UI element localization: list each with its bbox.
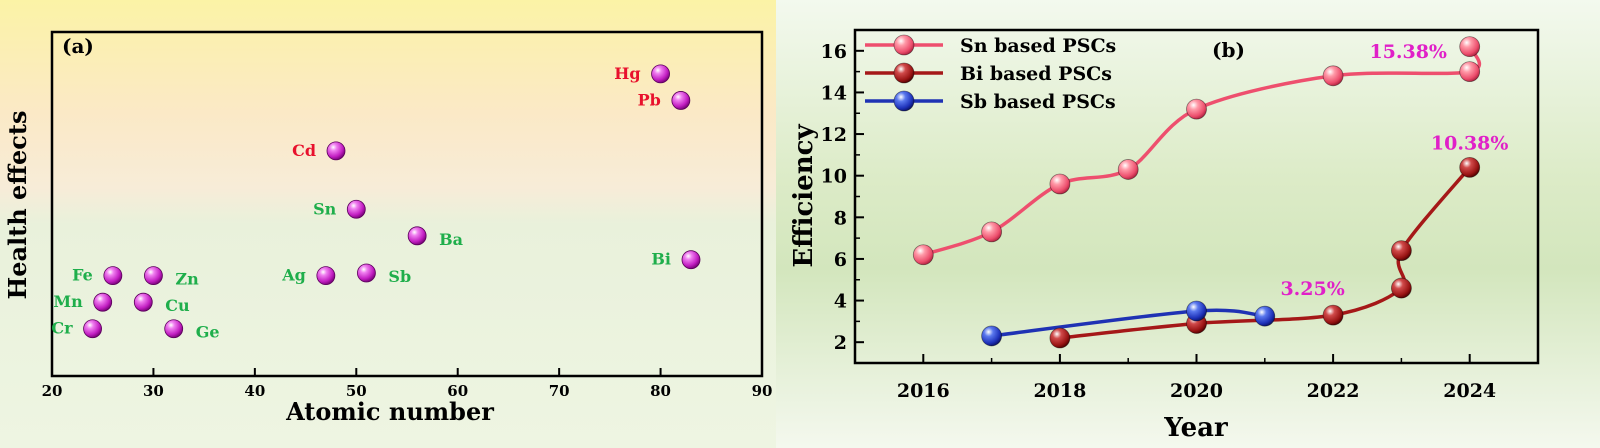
point-cd	[326, 141, 346, 161]
point-label-cd: Cd	[292, 141, 316, 160]
series-1-point	[1391, 277, 1412, 299]
series-line-1	[1059, 166, 1472, 340]
point-cr	[83, 319, 102, 339]
x-tick-label-a: 60	[447, 382, 468, 400]
series-line-0	[922, 45, 1482, 257]
x-tick-label-b: 2024	[1443, 380, 1496, 402]
y-axis-label-b: Efficiency	[789, 124, 819, 268]
y-tick-label-b: 14	[821, 82, 847, 104]
series-lines-b	[922, 45, 1482, 340]
point-label-fe: Fe	[72, 266, 93, 285]
series-2-point	[1186, 300, 1207, 322]
point-label-pb: Pb	[638, 90, 661, 109]
point-label-ba: Ba	[439, 230, 463, 249]
point-bi	[681, 250, 701, 270]
point-cu	[133, 292, 153, 312]
series-1-point	[1391, 240, 1412, 262]
y-tick-label-b: 8	[834, 207, 847, 229]
x-ticks-a: 20 30 40 50 60 70 80 90	[42, 368, 773, 400]
point-label-sb: Sb	[388, 267, 411, 286]
legend-marker-1	[893, 62, 915, 84]
series-1-point	[1459, 156, 1481, 178]
y-tick-label-b: 2	[834, 332, 847, 354]
series-markers-b	[912, 36, 1481, 349]
x-tick-label-a: 70	[549, 382, 570, 400]
point-label-ag: Ag	[281, 266, 306, 285]
point-label-bi: Bi	[651, 250, 671, 269]
points-a: Cr Mn Fe Cu Zn Ge Ag Sb Sn Ba Bi Cd Pb Hg	[51, 64, 701, 342]
point-label-sn: Sn	[313, 199, 337, 218]
x-axis-label-b: Year	[1163, 413, 1228, 443]
y-tick-label-b: 4	[834, 291, 847, 313]
series-0-point	[912, 244, 934, 266]
point-sb	[357, 263, 376, 283]
annotation-2: 3.25%	[1280, 278, 1344, 300]
plot-frame-a	[50, 30, 764, 378]
point-pb	[671, 91, 691, 110]
x-tick-label-a: 40	[244, 382, 265, 400]
legend-label-1: Bi based PSCs	[960, 63, 1112, 85]
series-2-point	[981, 325, 1002, 347]
x-tick-label-a: 20	[42, 382, 63, 400]
point-label-zn: Zn	[175, 270, 199, 289]
y-tick-label-b: 10	[821, 166, 847, 188]
point-label-cr: Cr	[51, 319, 73, 338]
series-0-point	[1459, 36, 1481, 58]
series-2-point	[1254, 305, 1276, 327]
x-tick-label-a: 50	[346, 382, 367, 400]
x-tick-label-b: 2018	[1033, 380, 1086, 402]
legend-marker-0	[893, 34, 915, 56]
point-mn	[93, 292, 113, 312]
point-label-mn: Mn	[53, 292, 83, 311]
y-axis-label-a: Health effects	[3, 111, 32, 300]
series-0-point	[1459, 61, 1481, 83]
y-tick-label-b: 6	[834, 249, 847, 271]
x-tick-label-a: 80	[650, 382, 671, 400]
series-0-point	[981, 221, 1002, 243]
x-axis-label-a: Atomic number	[285, 397, 494, 426]
series-1-point	[1049, 327, 1071, 349]
legend-b: Sn based PSCs Bi based PSCs Sb based PSCs	[865, 34, 1116, 113]
point-zn	[144, 266, 163, 286]
series-0-point	[1049, 173, 1071, 195]
point-label-ge: Ge	[196, 323, 220, 342]
panel-b: 2 4 6 8 10 12 14 16 2016 2018 2020 2022 2024 Sn base…	[776, 0, 1600, 448]
ticks-b: 2 4 6 8 10 12 14 16 2016 2018 2020 2022 2024	[821, 41, 1497, 402]
y-tick-label-b: 12	[821, 124, 847, 146]
point-ge	[164, 319, 184, 339]
point-fe	[103, 266, 123, 286]
legend-label-0: Sn based PSCs	[960, 35, 1116, 57]
y-tick-label-b: 16	[821, 41, 847, 63]
x-tick-label-b: 2020	[1170, 380, 1223, 402]
point-label-cu: Cu	[165, 296, 190, 315]
point-label-hg: Hg	[614, 64, 640, 83]
point-ag	[316, 266, 336, 286]
series-0-point	[1322, 65, 1344, 87]
series-line-2	[991, 308, 1265, 338]
series-0-point	[1186, 98, 1207, 120]
x-tick-label-a: 90	[752, 382, 773, 400]
legend-label-2: Sb based PSCs	[960, 91, 1116, 113]
annotation-1: 10.38%	[1431, 132, 1509, 154]
annotations-b: 15.38% 10.38% 3.25%	[1280, 41, 1508, 300]
series-1-point	[1322, 304, 1344, 326]
legend-marker-2	[893, 90, 915, 112]
series-0-point	[1117, 159, 1139, 180]
x-tick-label-a: 30	[143, 382, 164, 400]
panel-label-a: (a)	[62, 34, 94, 58]
point-hg	[651, 64, 670, 84]
panel-label-b: (b)	[1212, 38, 1245, 62]
annotation-0: 15.38%	[1369, 41, 1447, 63]
point-ba	[407, 226, 427, 246]
x-tick-label-b: 2016	[897, 380, 950, 402]
point-sn	[346, 199, 366, 219]
x-tick-label-b: 2022	[1307, 380, 1360, 402]
